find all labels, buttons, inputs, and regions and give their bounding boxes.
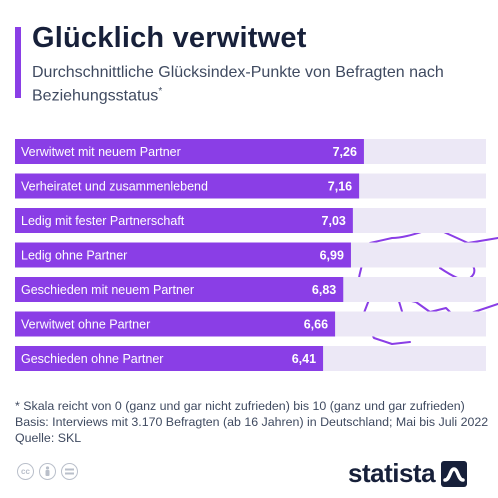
nd-icon[interactable] — [61, 463, 78, 480]
bar — [15, 139, 364, 164]
logo-text: statista — [348, 458, 436, 488]
logo-wave-icon — [441, 460, 468, 487]
footnote-scale: * Skala reicht von 0 (ganz und gar nicht… — [15, 399, 465, 413]
footnote-source: Quelle: SKL — [15, 431, 82, 445]
category-label: Verwitwet mit neuem Partner — [21, 145, 181, 159]
chart-subtitle: Durchschnittliche Glücksindex-Punkte von… — [32, 63, 492, 105]
cc-icon[interactable]: cc — [17, 463, 34, 480]
value-label: 7,03 — [322, 214, 346, 228]
bar — [15, 311, 336, 337]
statista-logo[interactable]: statista — [348, 458, 468, 489]
category-label: Ledig mit fester Partnerschaft — [21, 214, 185, 228]
value-label: 7,26 — [333, 145, 357, 159]
footnote: * Skala reicht von 0 (ganz und gar nicht… — [15, 398, 488, 446]
license-icons: cc — [17, 463, 78, 480]
value-label: 7,16 — [328, 180, 352, 194]
category-label: Geschieden mit neuem Partner — [21, 283, 194, 297]
bar — [15, 277, 344, 302]
footnote-basis: Basis: Interviews mit 3.170 Befragten (a… — [15, 415, 489, 429]
bar — [15, 208, 353, 233]
subtitle-text: Durchschnittliche Glücksindex-Punkte von… — [32, 64, 444, 105]
chart-title: Glücklich verwitwet — [32, 22, 307, 54]
value-label: 6,66 — [304, 318, 328, 332]
subtitle-footnote-mark: * — [158, 86, 163, 97]
category-label: Ledig ohne Partner — [21, 249, 127, 263]
by-icon[interactable] — [39, 463, 56, 480]
category-label: Verwitwet ohne Partner — [21, 318, 150, 332]
bar — [15, 173, 360, 199]
bar — [15, 242, 351, 268]
value-label: 6,41 — [292, 352, 316, 366]
category-label: Verheiratet und zusammenlebend — [21, 180, 208, 194]
bar — [15, 346, 324, 371]
category-label: Geschieden ohne Partner — [21, 352, 163, 366]
value-label: 6,83 — [312, 283, 336, 297]
title-accent-bar — [15, 27, 21, 98]
value-label: 6,99 — [320, 249, 344, 263]
